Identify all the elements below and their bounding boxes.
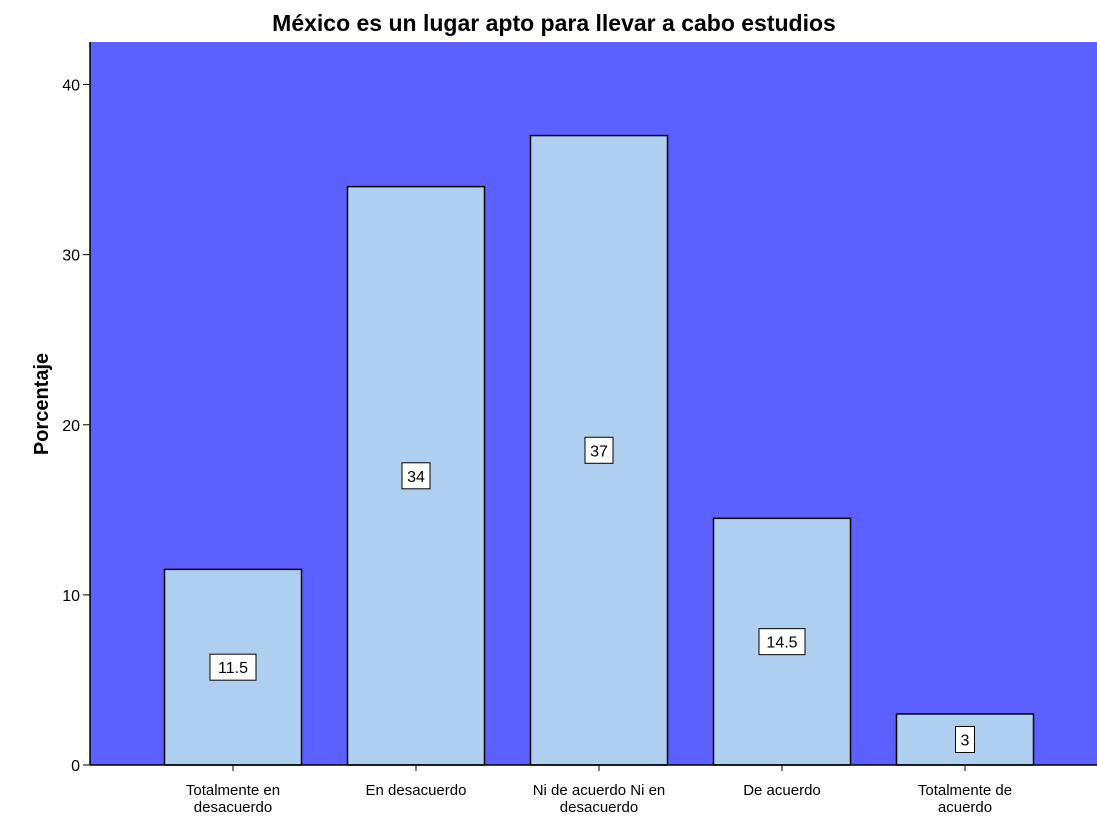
data-label-box (209, 653, 257, 681)
x-tick-label: Totalmente de (918, 782, 1012, 799)
y-tick-label: 20 (62, 418, 80, 435)
data-label: 37 (590, 443, 608, 460)
data-label-box (401, 462, 431, 490)
y-tick-label: 40 (62, 78, 80, 95)
x-tick-label: acuerdo (938, 799, 992, 816)
x-tick-label: desacuerdo (560, 799, 638, 816)
y-tick-label: 10 (62, 588, 80, 605)
y-tick-label: 0 (71, 758, 80, 775)
chart-title: México es un lugar apto para llevar a ca… (272, 10, 836, 36)
data-label-box (758, 628, 806, 656)
y-tick-label: 30 (62, 248, 80, 265)
data-label: 11.5 (218, 660, 248, 677)
data-label: 34 (407, 469, 425, 486)
x-tick-label: desacuerdo (194, 799, 272, 816)
data-label-box (955, 725, 975, 753)
data-label-box (584, 436, 614, 464)
x-tick-label: Totalmente en (186, 782, 280, 799)
data-label: 14.5 (766, 635, 797, 652)
x-tick-label: Ni de acuerdo Ni en (533, 782, 666, 799)
y-axis-label: Porcentaje (31, 353, 53, 455)
x-tick-label: En desacuerdo (366, 782, 467, 799)
data-labels-group: 11.5 34 37 14.5 3 (209, 436, 975, 753)
bars-group (163, 134, 1035, 766)
x-tick-label: De acuerdo (743, 782, 821, 799)
data-label: 3 (961, 732, 970, 749)
